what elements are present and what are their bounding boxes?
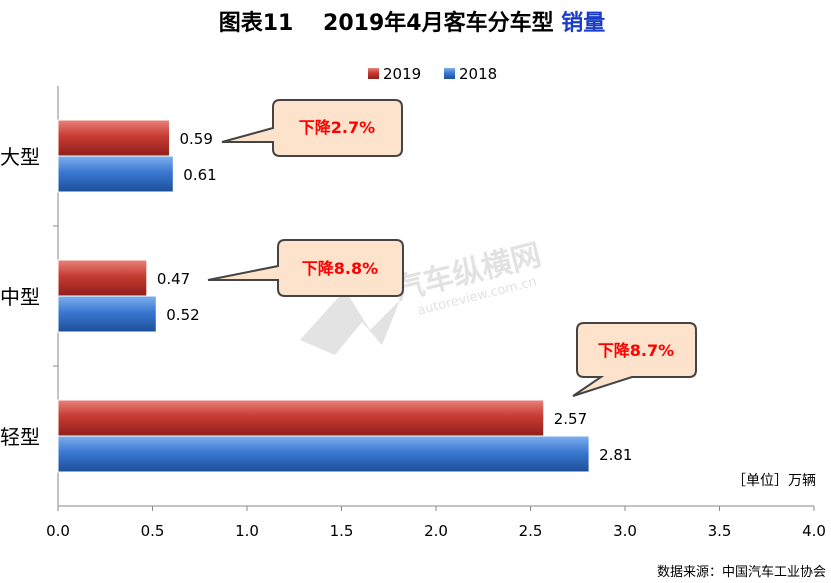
chart-title-highlight: 销量 bbox=[561, 11, 605, 36]
bar-2019-1 bbox=[57, 259, 148, 297]
category-label: 大型 bbox=[0, 145, 40, 169]
unit-label: ［单位］万辆 bbox=[732, 473, 816, 489]
legend-label-2018: 2018 bbox=[459, 65, 497, 83]
bar-value-label: 2.81 bbox=[599, 446, 632, 464]
legend-label-2019: 2019 bbox=[383, 65, 421, 83]
x-tick-label: 2.0 bbox=[424, 522, 448, 540]
bar-2018-1 bbox=[57, 295, 157, 333]
bar-2019-2 bbox=[57, 399, 545, 437]
callout-light-shape bbox=[572, 322, 697, 397]
bar-2019-0 bbox=[57, 119, 171, 157]
callout-large-text: 下降2.7% bbox=[299, 118, 375, 137]
watermark-logo-icon bbox=[300, 290, 400, 355]
bar-value-label: 0.47 bbox=[157, 270, 190, 288]
bar-value-label: 2.57 bbox=[554, 410, 587, 428]
bar-value-label: 0.59 bbox=[180, 130, 213, 148]
bar-value-label: 0.52 bbox=[166, 306, 199, 324]
x-tick-label: 3.5 bbox=[708, 522, 732, 540]
x-tick-label: 0.5 bbox=[141, 522, 165, 540]
source-note: 数据来源：中国汽车工业协会 bbox=[657, 564, 826, 580]
category-label: 中型 bbox=[0, 285, 40, 309]
bar-2018-0 bbox=[57, 155, 174, 193]
callout-light-text: 下降8.7% bbox=[598, 341, 674, 360]
legend-swatch-2019 bbox=[368, 68, 379, 79]
callout-large: 下降2.7% bbox=[221, 99, 403, 157]
category-label: 轻型 bbox=[0, 425, 40, 449]
bars: 0.59 0.61 0.47 0.52 2.57 2.81 bbox=[57, 119, 632, 473]
chart-title-main: 2019年4月客车分车型 bbox=[323, 10, 554, 36]
chart-title-prefix: 图表11 bbox=[219, 11, 294, 36]
callout-medium-shape bbox=[207, 239, 404, 297]
bar-value-label: 0.61 bbox=[183, 166, 216, 184]
callout-light: 下降8.7% bbox=[572, 322, 697, 397]
x-tick-label: 1.0 bbox=[235, 522, 259, 540]
x-tick-label: 2.5 bbox=[519, 522, 543, 540]
callout-medium-text: 下降8.8% bbox=[302, 259, 378, 278]
legend-swatch-2018 bbox=[444, 68, 455, 79]
x-tick-label: 3.0 bbox=[613, 522, 637, 540]
bar-2018-2 bbox=[57, 435, 590, 473]
x-tick-label: 0.0 bbox=[46, 522, 70, 540]
callout-large-shape bbox=[221, 99, 403, 157]
x-tick-label: 1.5 bbox=[330, 522, 354, 540]
x-axis-ticks: 0.0 0.5 1.0 1.5 2.0 2.5 3.0 3.5 4.0 bbox=[46, 225, 826, 540]
legend: 2019 2018 bbox=[368, 65, 497, 83]
x-tick-label: 4.0 bbox=[802, 522, 826, 540]
chart-title: 图表11 2019年4月客车分车型 销量 bbox=[219, 10, 606, 36]
callout-medium: 下降8.8% bbox=[207, 239, 404, 297]
